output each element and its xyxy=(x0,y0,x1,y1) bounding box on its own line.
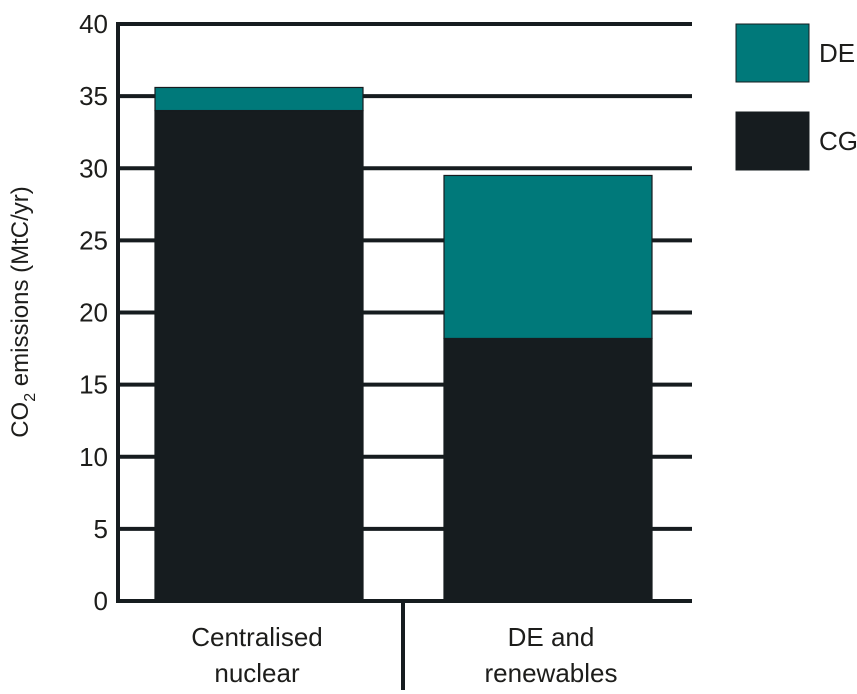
bar-cg-1 xyxy=(154,109,364,602)
bar-de-2 xyxy=(443,174,653,340)
axes xyxy=(116,22,692,690)
y-axis-label-suffix: emissions (MtC/yr) xyxy=(7,186,34,393)
y-tick-label-15: 15 xyxy=(79,370,108,400)
legend: DE CG xyxy=(735,23,857,171)
y-axis-label-prefix: CO xyxy=(7,402,34,438)
y-tick-label-10: 10 xyxy=(79,442,108,472)
y-tick-label-25: 25 xyxy=(79,225,108,255)
bar-de-1 xyxy=(154,86,364,112)
bars xyxy=(154,86,653,602)
y-tick-label-35: 35 xyxy=(79,81,108,111)
x-category-label-2-line-2: renewables xyxy=(485,658,618,688)
x-category-label-1-line-1: Centralised xyxy=(191,622,323,652)
x-category-label-1-line-2: nuclear xyxy=(214,658,300,688)
legend-label-cg: CG xyxy=(819,126,857,156)
legend-label-de: DE xyxy=(819,38,855,68)
y-axis-label: CO2 emissions (MtC/yr) xyxy=(7,186,39,438)
bar-cg-2 xyxy=(443,337,653,602)
y-tick-label-30: 30 xyxy=(79,153,108,183)
y-tick-label-40: 40 xyxy=(79,9,108,39)
y-tick-label-20: 20 xyxy=(79,298,108,328)
y-tick-label-5: 5 xyxy=(94,514,108,544)
y-axis-label-subscript: 2 xyxy=(22,393,39,402)
legend-swatch-de xyxy=(735,23,810,83)
y-tick-labels: 0 5 10 15 20 25 30 35 40 xyxy=(79,9,108,616)
x-category-labels: Centralised nuclear DE and renewables xyxy=(191,622,617,688)
legend-swatch-cg xyxy=(735,111,810,171)
y-tick-label-0: 0 xyxy=(94,586,108,616)
x-category-label-2-line-1: DE and xyxy=(508,622,595,652)
